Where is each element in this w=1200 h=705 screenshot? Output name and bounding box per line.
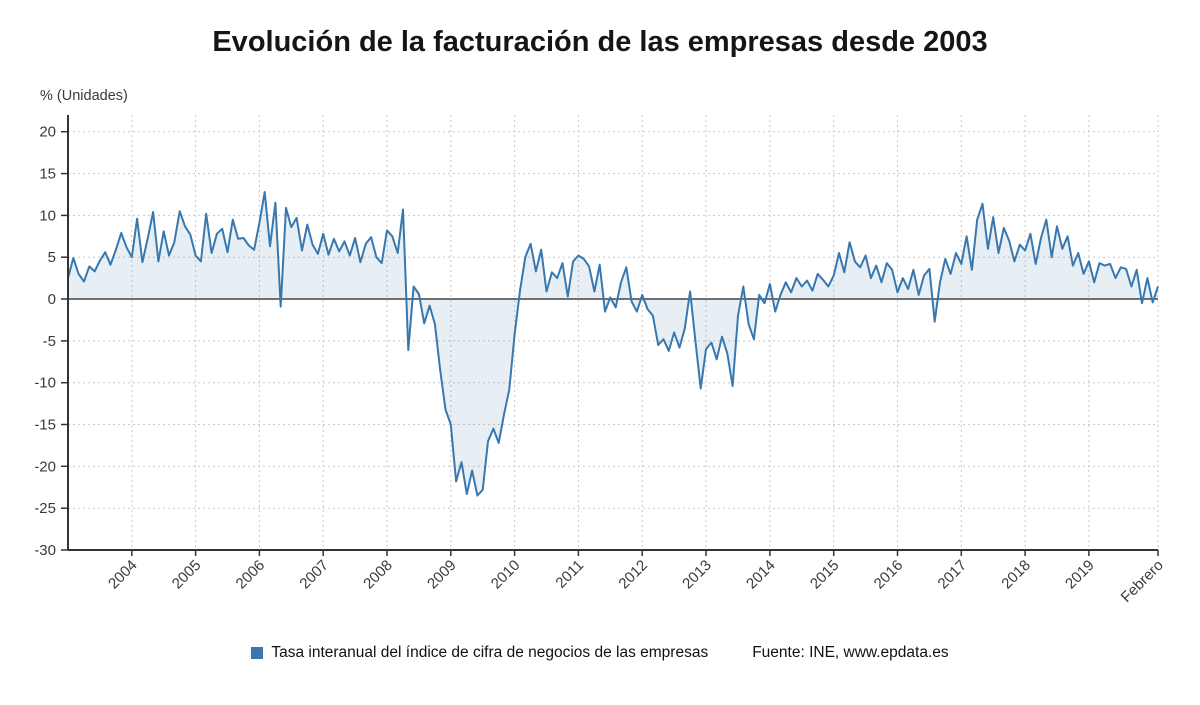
legend-row: Tasa interanual del índice de cifra de n… bbox=[0, 644, 1200, 662]
x-tick-label: 2018 bbox=[998, 557, 1034, 593]
x-tick-label: 2017 bbox=[935, 557, 971, 593]
x-gridlines bbox=[131, 115, 1159, 550]
source-label: Fuente: INE, www.epdata.es bbox=[752, 644, 949, 661]
y-tick-label: -30 bbox=[34, 542, 56, 559]
y-tick-labels: 20 15 10 5 0 -5 -10 -15 -20 -25 -30 bbox=[34, 124, 68, 559]
y-tick-label: 5 bbox=[48, 249, 56, 266]
chart-title: Evolución de la facturación de las empre… bbox=[212, 26, 988, 58]
x-tick-label: 2016 bbox=[871, 557, 907, 593]
legend-item: Tasa interanual del índice de cifra de n… bbox=[251, 644, 708, 662]
x-tick-label: Febrero bbox=[1118, 557, 1167, 606]
x-tick-label: 2013 bbox=[679, 557, 715, 593]
x-tick-label: 2008 bbox=[360, 557, 396, 593]
y-tick-label: -20 bbox=[34, 458, 56, 475]
y-tick-label: -10 bbox=[34, 375, 56, 392]
x-tick-label: 2019 bbox=[1062, 557, 1098, 593]
y-tick-label: 15 bbox=[39, 166, 56, 183]
series-area bbox=[68, 192, 1158, 496]
x-tick-label: 2012 bbox=[615, 557, 651, 593]
series-line bbox=[67, 191, 1159, 497]
x-tick-label: 2015 bbox=[807, 557, 843, 593]
y-axis-unit-label: % (Unidades) bbox=[40, 88, 128, 104]
y-tick-label: -15 bbox=[34, 417, 56, 434]
y-gridlines bbox=[68, 131, 1158, 551]
x-tick-label: 2010 bbox=[488, 557, 524, 593]
y-tick-label: 10 bbox=[39, 207, 56, 224]
x-tick-label: 2004 bbox=[105, 557, 141, 593]
legend-marker-icon bbox=[251, 647, 264, 659]
x-tick-labels: 2004 2005 2006 2007 2008 2009 2010 2011 2012 2013… bbox=[105, 550, 1167, 606]
y-tick-label: 20 bbox=[39, 124, 56, 141]
x-tick-label: 2009 bbox=[424, 557, 460, 593]
x-tick-label: 2006 bbox=[233, 557, 269, 593]
x-tick-label: 2007 bbox=[296, 557, 332, 593]
x-tick-label: 2014 bbox=[743, 557, 779, 593]
y-tick-label: -5 bbox=[43, 333, 56, 350]
x-tick-label: 2005 bbox=[169, 557, 205, 593]
x-tick-label: 2011 bbox=[552, 557, 587, 592]
legend-label: Tasa interanual del índice de cifra de n… bbox=[271, 644, 709, 661]
y-tick-label: 0 bbox=[48, 291, 56, 308]
y-tick-label: -25 bbox=[34, 500, 56, 517]
